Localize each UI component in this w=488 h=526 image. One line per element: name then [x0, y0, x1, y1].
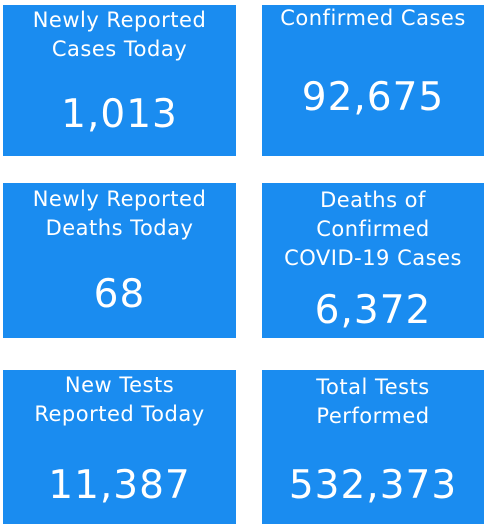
- tile-label: New Tests: [64, 373, 175, 397]
- tile-label: Cases Today: [51, 37, 188, 61]
- tile-label: Confirmed: [316, 217, 430, 241]
- stat-tile: New Tests Reported Today 11,387: [3, 370, 236, 524]
- tile-label: Newly Reported: [32, 8, 207, 32]
- tile-value: 11,387: [48, 463, 191, 508]
- tile-label: Deaths Today: [45, 216, 194, 240]
- stat-tile: Total Tests Performed 532,373: [262, 370, 484, 524]
- tile-label: Reported Today: [34, 402, 205, 426]
- tile-value: 1,013: [61, 92, 178, 137]
- tile-value: 532,373: [288, 463, 458, 508]
- tile-label: COVID-19 Cases: [284, 246, 462, 270]
- stat-tile: Newly Reported Cases Today 1,013: [3, 5, 236, 156]
- tile-value: 92,675: [301, 75, 445, 120]
- stat-tile: Confirmed Cases 92,675: [262, 5, 484, 156]
- stat-tile: Newly Reported Deaths Today 68: [3, 183, 236, 338]
- tile-label: Total Tests: [316, 375, 430, 399]
- tile-value: 68: [93, 272, 146, 317]
- tile-label: Newly Reported: [32, 187, 207, 211]
- tile-label: Deaths of: [320, 188, 426, 212]
- tile-label: Performed: [316, 404, 430, 428]
- stat-tile: Deaths of Confirmed COVID-19 Cases 6,372: [262, 183, 484, 338]
- tile-label: Confirmed Cases: [280, 6, 466, 30]
- tile-value: 6,372: [314, 288, 432, 333]
